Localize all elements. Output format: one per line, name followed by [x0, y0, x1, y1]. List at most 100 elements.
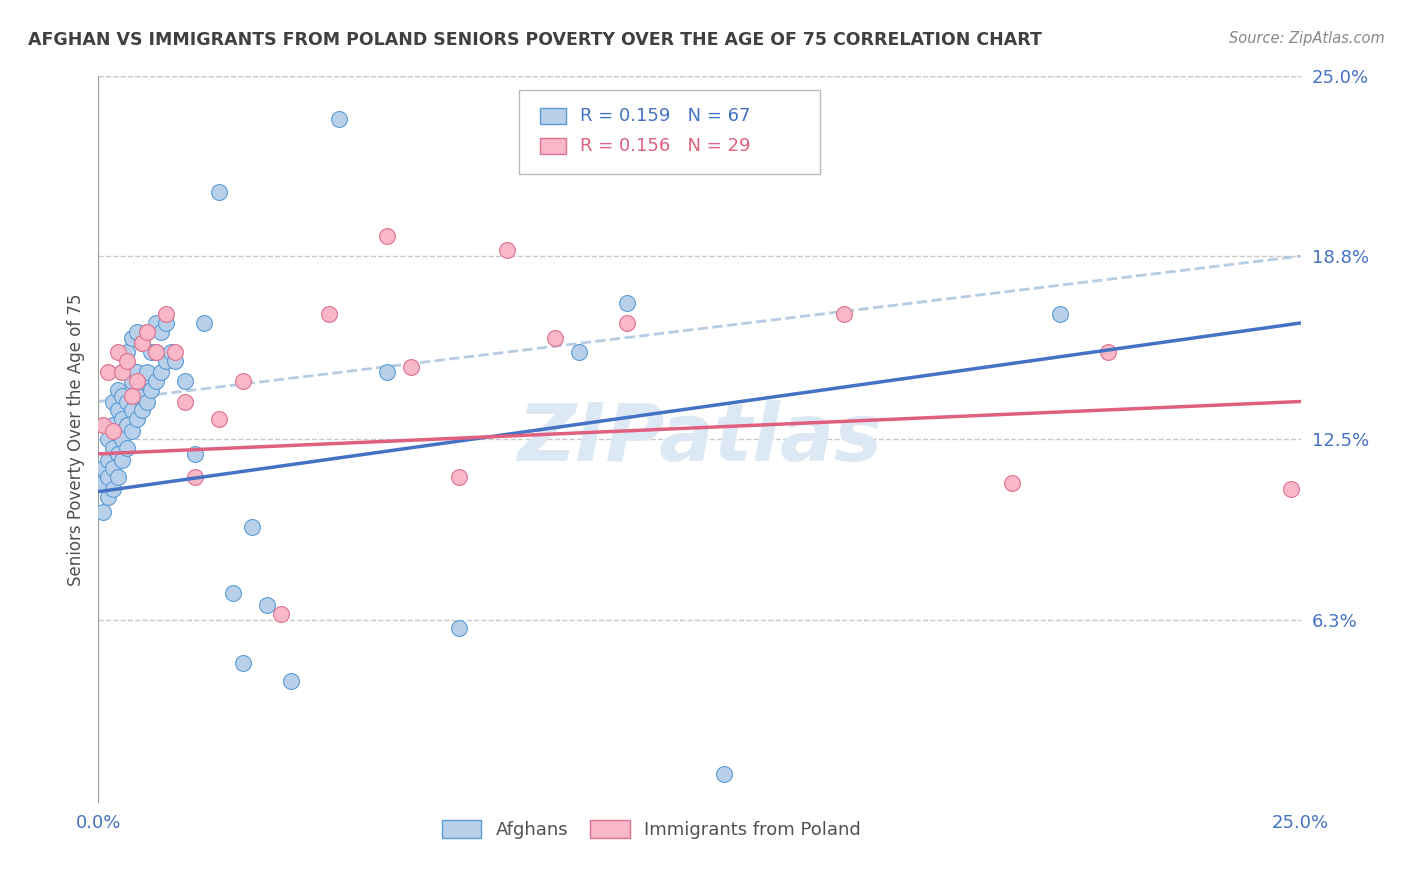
Point	[240, 519, 263, 533]
Point	[97, 491, 120, 505]
Text: AFGHAN VS IMMIGRANTS FROM POLAND SENIORS POVERTY OVER THE AGE OF 75 CORRELATION : AFGHAN VS IMMIGRANTS FROM POLAND SENIORS…	[28, 31, 1042, 49]
Point	[1049, 307, 1071, 321]
Point	[121, 374, 143, 388]
FancyBboxPatch shape	[540, 138, 567, 154]
Point	[125, 389, 148, 403]
Point	[616, 295, 638, 310]
Point	[91, 505, 114, 519]
Point	[111, 366, 134, 380]
Point	[375, 228, 398, 243]
Point	[97, 452, 120, 467]
Text: ZIPatlas: ZIPatlas	[517, 401, 882, 478]
Point	[232, 374, 254, 388]
Point	[208, 412, 231, 426]
Point	[107, 403, 129, 417]
Point	[131, 336, 153, 351]
Point	[131, 403, 153, 417]
Point	[121, 389, 143, 403]
Point	[159, 345, 181, 359]
Point	[1279, 482, 1302, 496]
Point	[117, 345, 139, 359]
Point	[125, 374, 148, 388]
Point	[256, 598, 278, 612]
Text: R = 0.159   N = 67: R = 0.159 N = 67	[581, 107, 751, 125]
Point	[145, 316, 167, 330]
Point	[101, 461, 124, 475]
Point	[131, 374, 153, 388]
Point	[174, 394, 197, 409]
Point	[111, 366, 134, 380]
Point	[155, 316, 177, 330]
Point	[270, 607, 292, 621]
Point	[496, 244, 519, 258]
Text: R = 0.156   N = 29: R = 0.156 N = 29	[581, 137, 751, 155]
Point	[97, 366, 120, 380]
Point	[135, 394, 157, 409]
Point	[91, 417, 114, 432]
Point	[107, 345, 129, 359]
Point	[135, 366, 157, 380]
Point	[121, 403, 143, 417]
Point	[375, 366, 398, 380]
Point	[111, 452, 134, 467]
Point	[117, 441, 139, 455]
Point	[111, 389, 134, 403]
Point	[101, 417, 124, 432]
Point	[318, 307, 340, 321]
Point	[107, 383, 129, 397]
Point	[101, 482, 124, 496]
Point	[145, 345, 167, 359]
Point	[280, 673, 302, 688]
Point	[183, 470, 205, 484]
Point	[141, 383, 163, 397]
Point	[145, 374, 167, 388]
Point	[101, 424, 124, 438]
Point	[135, 325, 157, 339]
Point	[97, 470, 120, 484]
Point	[713, 766, 735, 780]
Point	[232, 657, 254, 671]
FancyBboxPatch shape	[519, 90, 820, 174]
Point	[125, 412, 148, 426]
Text: Source: ZipAtlas.com: Source: ZipAtlas.com	[1229, 31, 1385, 46]
Point	[91, 475, 114, 490]
Point	[91, 461, 114, 475]
Point	[149, 366, 172, 380]
Point	[1001, 475, 1024, 490]
Point	[447, 621, 470, 635]
Point	[155, 353, 177, 368]
Point	[135, 325, 157, 339]
Point	[97, 432, 120, 446]
Y-axis label: Seniors Poverty Over the Age of 75: Seniors Poverty Over the Age of 75	[66, 293, 84, 585]
Point	[1097, 345, 1119, 359]
Point	[399, 359, 422, 374]
Point	[616, 316, 638, 330]
FancyBboxPatch shape	[540, 108, 567, 124]
Point	[328, 112, 350, 127]
Point	[174, 374, 197, 388]
Point	[117, 394, 139, 409]
Point	[125, 325, 148, 339]
Point	[101, 441, 124, 455]
Point	[131, 336, 153, 351]
Point	[121, 330, 143, 344]
Point	[183, 447, 205, 461]
Point	[155, 307, 177, 321]
Point	[208, 185, 231, 199]
Point	[101, 394, 124, 409]
Point	[121, 424, 143, 438]
Point	[165, 353, 187, 368]
Point	[107, 424, 129, 438]
Legend: Afghans, Immigrants from Poland: Afghans, Immigrants from Poland	[433, 811, 870, 848]
Point	[141, 345, 163, 359]
Point	[447, 470, 470, 484]
Point	[117, 417, 139, 432]
Point	[149, 325, 172, 339]
Point	[111, 412, 134, 426]
Point	[832, 307, 855, 321]
Point	[222, 586, 245, 600]
Point	[125, 366, 148, 380]
Point	[568, 345, 591, 359]
Point	[145, 345, 167, 359]
Point	[107, 447, 129, 461]
